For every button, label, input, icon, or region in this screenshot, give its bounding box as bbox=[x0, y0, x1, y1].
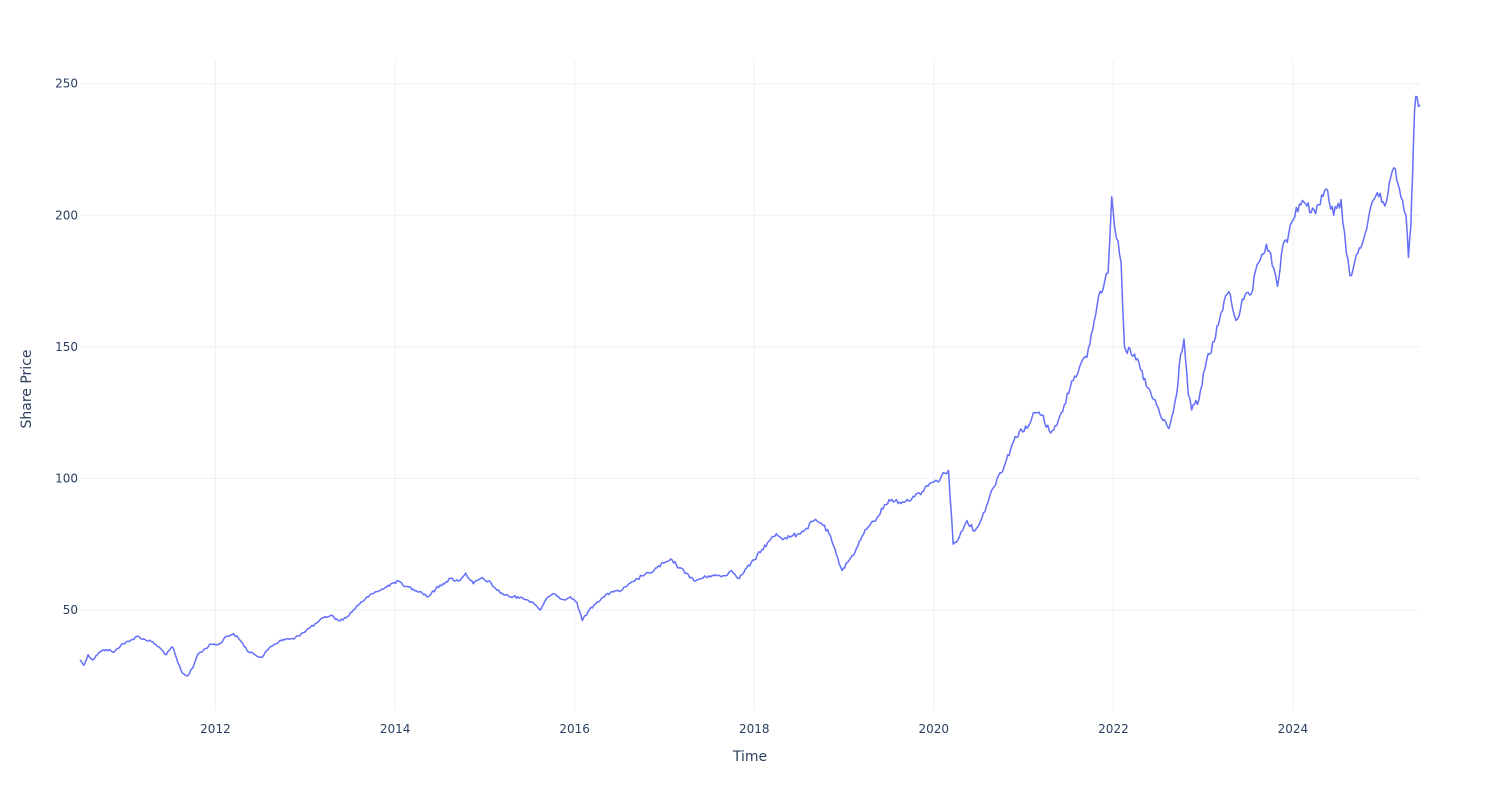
y-tick-label: 250 bbox=[55, 77, 78, 91]
x-tick-label: 2022 bbox=[1098, 722, 1129, 736]
y-gridlines bbox=[80, 83, 1420, 611]
x-tick-label: 2012 bbox=[200, 722, 231, 736]
series-layer bbox=[79, 95, 1421, 677]
x-tick-label: 2016 bbox=[559, 722, 590, 736]
y-tick-labels: 50 100 150 200 250 bbox=[55, 77, 78, 617]
x-tick-label: 2020 bbox=[918, 722, 949, 736]
y-tick-label: 100 bbox=[55, 471, 78, 485]
y-tick-label: 200 bbox=[55, 208, 78, 222]
x-gridlines bbox=[214, 60, 1294, 710]
y-tick-label: 150 bbox=[55, 340, 78, 354]
series-line-0 bbox=[79, 95, 1421, 677]
x-tick-label: 2024 bbox=[1278, 722, 1309, 736]
y-tick-label: 50 bbox=[63, 603, 78, 617]
x-tick-label: 2014 bbox=[380, 722, 411, 736]
x-tick-labels: 2012 2014 2016 2018 2020 2022 2024 bbox=[200, 722, 1308, 736]
y-axis-title: Share Price bbox=[19, 349, 35, 428]
x-axis-title: Time bbox=[732, 749, 767, 765]
x-tick-label: 2018 bbox=[739, 722, 770, 736]
